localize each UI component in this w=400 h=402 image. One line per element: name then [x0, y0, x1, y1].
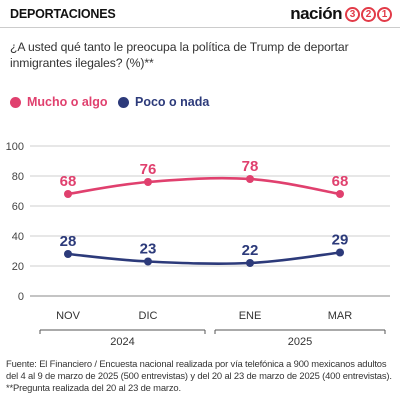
data-label-mucho-mar: 68	[332, 173, 349, 190]
logo-digit-1: 1	[377, 6, 392, 22]
source-line-1: Fuente: El Financiero / Encuesta naciona…	[6, 358, 387, 369]
section-label: DEPORTACIONES	[10, 7, 116, 21]
legend-dot-poco-icon	[118, 96, 129, 108]
header-divider	[0, 27, 400, 28]
series-line-poco	[67, 251, 341, 265]
year-label-2025: 2025	[288, 336, 312, 348]
source-note: Fuente: El Financiero / Encuesta naciona…	[6, 358, 398, 394]
line-chart: 0 20 40 60 80 100 NOV DIC ENE MAR 2024 2025 68 76 78 68…	[6, 141, 390, 348]
x-tick-label-dic: DIC	[139, 310, 158, 322]
legend-item-poco: Poco o nada	[118, 95, 209, 109]
y-tick-label-20: 20	[12, 261, 24, 273]
y-tick-label-0: 0	[18, 291, 24, 303]
point-poco-nov	[64, 250, 72, 258]
y-tick-label-80: 80	[12, 171, 24, 183]
survey-question: ¿A usted qué tanto le preocupa la políti…	[10, 40, 349, 70]
header-bar: DEPORTACIONES nación 3 2 1	[0, 0, 400, 28]
year-label-2024: 2024	[110, 336, 134, 348]
y-tick-label-60: 60	[12, 201, 24, 213]
x-tick-label-mar: MAR	[328, 310, 353, 322]
x-tick-label-nov: NOV	[56, 310, 81, 322]
brand-logo: nación 3 2 1	[290, 4, 392, 24]
data-label-poco-dic: 23	[140, 241, 157, 258]
point-poco-mar	[336, 248, 344, 257]
point-mucho-dic	[144, 178, 152, 186]
data-label-mucho-ene: 78	[242, 158, 259, 175]
chart-legend: Mucho o algo Poco o nada	[10, 95, 390, 113]
data-label-mucho-dic: 76	[140, 161, 157, 178]
x-tick-label-ene: ENE	[239, 310, 262, 322]
y-tick-label-40: 40	[12, 231, 24, 243]
point-mucho-ene	[246, 175, 254, 183]
legend-item-mucho: Mucho o algo	[10, 95, 108, 109]
data-label-mucho-nov: 68	[60, 173, 77, 190]
logo-digit-2: 2	[361, 6, 376, 22]
legend-dot-mucho-icon	[10, 96, 21, 108]
point-poco-dic	[144, 257, 152, 266]
logo-digit-3: 3	[345, 6, 360, 22]
legend-label-poco: Poco o nada	[135, 95, 210, 109]
point-mucho-nov	[64, 190, 72, 198]
point-mucho-mar	[336, 190, 344, 198]
logo-word: nación	[290, 4, 342, 23]
point-poco-ene	[246, 259, 254, 267]
source-line-2: del 4 al 9 de marzo de 2025 (500 entrevi…	[6, 370, 392, 381]
y-tick-label-100: 100	[6, 141, 24, 153]
legend-label-mucho: Mucho o algo	[27, 95, 108, 109]
source-line-3: **Pregunta realizada del 20 al 23 de mar…	[6, 382, 181, 393]
data-label-poco-mar: 29	[332, 232, 349, 249]
data-label-poco-nov: 28	[60, 233, 77, 250]
data-label-poco-ene: 22	[242, 242, 259, 259]
series-line-mucho	[67, 176, 341, 196]
